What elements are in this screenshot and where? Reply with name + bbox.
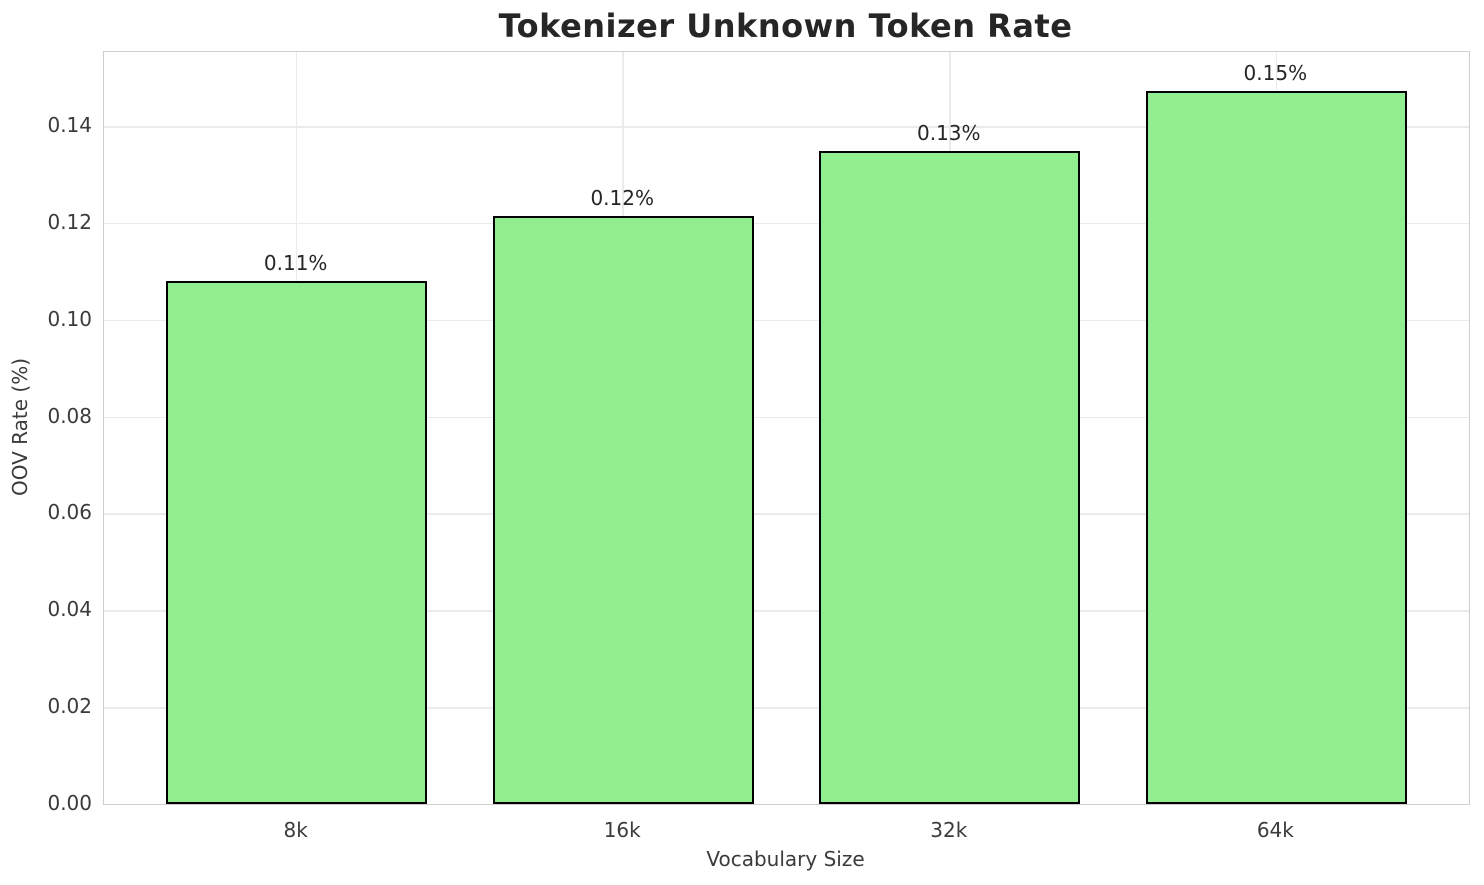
plot-area [103, 51, 1470, 805]
bar-value-label-64k: 0.15% [1243, 60, 1308, 85]
bar-8k [166, 281, 428, 804]
gridline-horizontal [104, 610, 1469, 612]
gridline-horizontal [104, 513, 1469, 515]
y-tick-label: 0.12 [47, 209, 92, 234]
bar-value-label-32k: 0.13% [916, 120, 981, 145]
x-tick-label-64k: 64k [1256, 818, 1294, 842]
chart-title: Tokenizer Unknown Token Rate [498, 7, 1073, 45]
gridline-horizontal [104, 319, 1469, 322]
bar-value-label-8k: 0.11% [263, 251, 328, 276]
bar-16k [492, 215, 754, 804]
x-tick-label-32k: 32k [930, 818, 968, 842]
gridline-horizontal [104, 416, 1469, 419]
bar-64k [1145, 90, 1407, 804]
y-tick-label: 0.06 [47, 500, 92, 525]
x-tick-label-8k: 8k [283, 818, 308, 842]
y-tick-label: 0.08 [47, 403, 92, 428]
bar-32k [819, 150, 1081, 804]
y-tick-label: 0.02 [47, 694, 92, 719]
bar-value-label-16k: 0.12% [590, 185, 654, 210]
y-tick-label: 0.10 [47, 306, 92, 331]
gridline-horizontal [104, 222, 1469, 225]
y-tick-label: 0.14 [47, 113, 92, 138]
gridline-horizontal [104, 707, 1469, 709]
y-axis-label: OOV Rate (%) [8, 358, 32, 496]
x-tick-label-16k: 16k [603, 818, 641, 842]
y-tick-label: 0.00 [47, 791, 92, 815]
y-tick-label: 0.04 [47, 597, 92, 622]
x-axis-label: Vocabulary Size [706, 847, 865, 871]
gridline-horizontal [104, 126, 1469, 128]
